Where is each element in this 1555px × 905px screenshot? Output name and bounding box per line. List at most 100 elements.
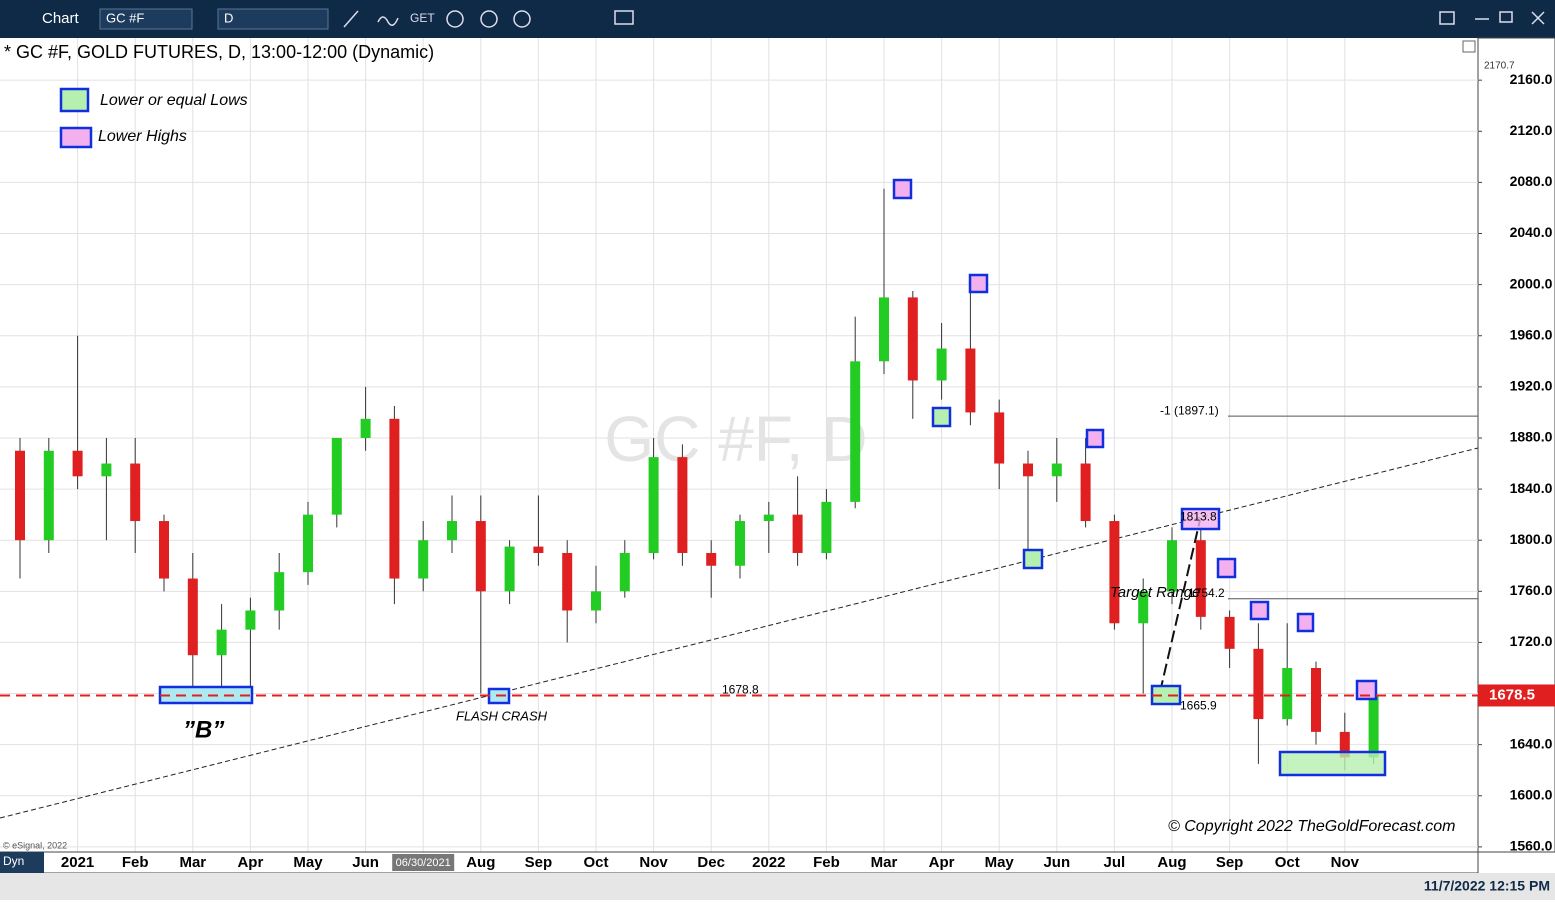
candle-body bbox=[1080, 463, 1091, 522]
price-label: 1813.8 bbox=[1180, 510, 1217, 524]
x-tick-label: Mar bbox=[179, 854, 206, 871]
app-title: Chart bbox=[42, 10, 80, 27]
y-tick-label: 1640.0 bbox=[1510, 735, 1553, 751]
candle-body bbox=[591, 591, 601, 611]
x-tick-label: Sep bbox=[525, 854, 553, 871]
candle-body bbox=[504, 546, 515, 592]
candle-body bbox=[1339, 731, 1350, 758]
candle-body bbox=[274, 572, 285, 611]
axis-top-label: 2170.7 bbox=[1484, 61, 1515, 72]
source: © eSignal, 2022 bbox=[3, 840, 67, 850]
candle-body bbox=[101, 463, 112, 477]
x-tick-label: Feb bbox=[122, 854, 149, 871]
candle-body bbox=[1109, 521, 1120, 624]
y-tick-label: 2040.0 bbox=[1510, 224, 1553, 240]
candle-body bbox=[475, 521, 486, 592]
annotation: ”B” bbox=[183, 716, 224, 743]
candle-body bbox=[792, 514, 803, 553]
candle-body bbox=[1167, 540, 1177, 592]
chart-title: * GC #F, GOLD FUTURES, D, 13:00-12:00 (D… bbox=[4, 42, 434, 62]
symbol-box[interactable] bbox=[99, 8, 193, 30]
candle-body bbox=[303, 514, 313, 573]
panel-icon[interactable] bbox=[1462, 40, 1476, 53]
y-tick-label: 2000.0 bbox=[1510, 275, 1553, 291]
candle-body bbox=[533, 546, 544, 553]
x-tick-label: Oct bbox=[1275, 854, 1300, 871]
y-tick-label: 1560.0 bbox=[1510, 838, 1553, 854]
legend-label: Lower or equal Lows bbox=[100, 92, 248, 109]
candle-body bbox=[763, 514, 774, 522]
candle-body bbox=[245, 610, 256, 630]
candle-body bbox=[735, 521, 745, 566]
price-label: 1678.8 bbox=[722, 682, 759, 696]
candle-body bbox=[907, 297, 918, 381]
x-tick-label: Apr bbox=[237, 854, 263, 871]
get-button[interactable]: GET bbox=[410, 11, 435, 25]
x-tick-label: Nov bbox=[639, 854, 668, 871]
candle-body bbox=[850, 361, 861, 502]
x-tick-label: Aug bbox=[1157, 854, 1186, 871]
price-label: 1665.9 bbox=[1180, 699, 1217, 713]
y-tick-label: 1920.0 bbox=[1510, 378, 1553, 394]
candle-body bbox=[130, 463, 141, 522]
y-tick-label: 1600.0 bbox=[1510, 786, 1553, 802]
candle-body bbox=[72, 450, 83, 477]
swing-line bbox=[1159, 519, 1201, 693]
candle-body bbox=[389, 418, 400, 579]
y-tick-label: 1880.0 bbox=[1510, 429, 1553, 445]
y-tick-label: 1960.0 bbox=[1510, 326, 1553, 342]
y-tick-label: 1800.0 bbox=[1510, 531, 1553, 547]
candle-body bbox=[187, 578, 198, 656]
y-tick-label: 1840.0 bbox=[1510, 480, 1553, 496]
plot-area bbox=[0, 38, 1478, 852]
y-tick-label: 1760.0 bbox=[1510, 582, 1553, 598]
candle-body bbox=[619, 552, 630, 592]
y-tick-label: 2080.0 bbox=[1510, 173, 1553, 189]
x-tick-label: Aug bbox=[466, 854, 495, 871]
symbol[interactable]: GC #F bbox=[106, 10, 144, 25]
toolbar-icons[interactable] bbox=[343, 10, 1545, 28]
time-axis bbox=[0, 851, 1479, 874]
candle-body bbox=[1282, 667, 1293, 720]
annotation: FLASH CRASH bbox=[456, 708, 548, 723]
crosshair-date-box bbox=[392, 854, 455, 871]
candle-body bbox=[15, 450, 25, 541]
y-tick-label: 1720.0 bbox=[1510, 633, 1553, 649]
candle-body bbox=[965, 348, 976, 413]
level-label: 1754.2 bbox=[1188, 586, 1225, 600]
candle-body bbox=[821, 501, 832, 553]
candle-body bbox=[418, 540, 429, 579]
dyn-box[interactable] bbox=[0, 852, 44, 873]
candle-body bbox=[331, 437, 342, 515]
y-tick-label: 2120.0 bbox=[1510, 122, 1553, 138]
x-tick-label: Jun bbox=[1043, 854, 1070, 871]
candle-body bbox=[216, 629, 227, 656]
x-tick-label: Jul bbox=[1104, 854, 1126, 871]
dyn-label[interactable]: Dyn bbox=[3, 854, 24, 868]
x-tick-label: 2021 bbox=[61, 854, 94, 871]
candle-body bbox=[1051, 463, 1062, 477]
candle-body bbox=[1368, 696, 1379, 758]
candle-body bbox=[159, 521, 169, 579]
y-tick-label: 2160.0 bbox=[1510, 71, 1553, 87]
x-tick-label: Oct bbox=[583, 854, 608, 871]
interval-box[interactable] bbox=[217, 8, 329, 30]
interval[interactable]: D bbox=[224, 10, 233, 25]
status-datetime: 11/7/2022 12:15 PM bbox=[1424, 878, 1550, 894]
x-tick-label: Nov bbox=[1331, 854, 1360, 871]
candle-body bbox=[1138, 591, 1149, 624]
annotation-boxes bbox=[59, 87, 1387, 777]
x-tick-label: May bbox=[293, 854, 323, 871]
x-tick-label: May bbox=[985, 854, 1015, 871]
current-price-label: 1678.5 bbox=[1489, 686, 1535, 703]
candle-body bbox=[677, 457, 688, 553]
candle-body bbox=[1224, 616, 1235, 649]
candle-body bbox=[706, 552, 717, 566]
candle-body bbox=[43, 450, 54, 541]
copyright: © Copyright 2022 TheGoldForecast.com bbox=[1168, 818, 1455, 835]
candle-body bbox=[447, 521, 457, 541]
x-tick-label: 2022 bbox=[752, 854, 785, 871]
status-bar bbox=[0, 873, 1555, 900]
candle-body bbox=[562, 552, 573, 611]
annotation: Target Range bbox=[1110, 584, 1200, 601]
